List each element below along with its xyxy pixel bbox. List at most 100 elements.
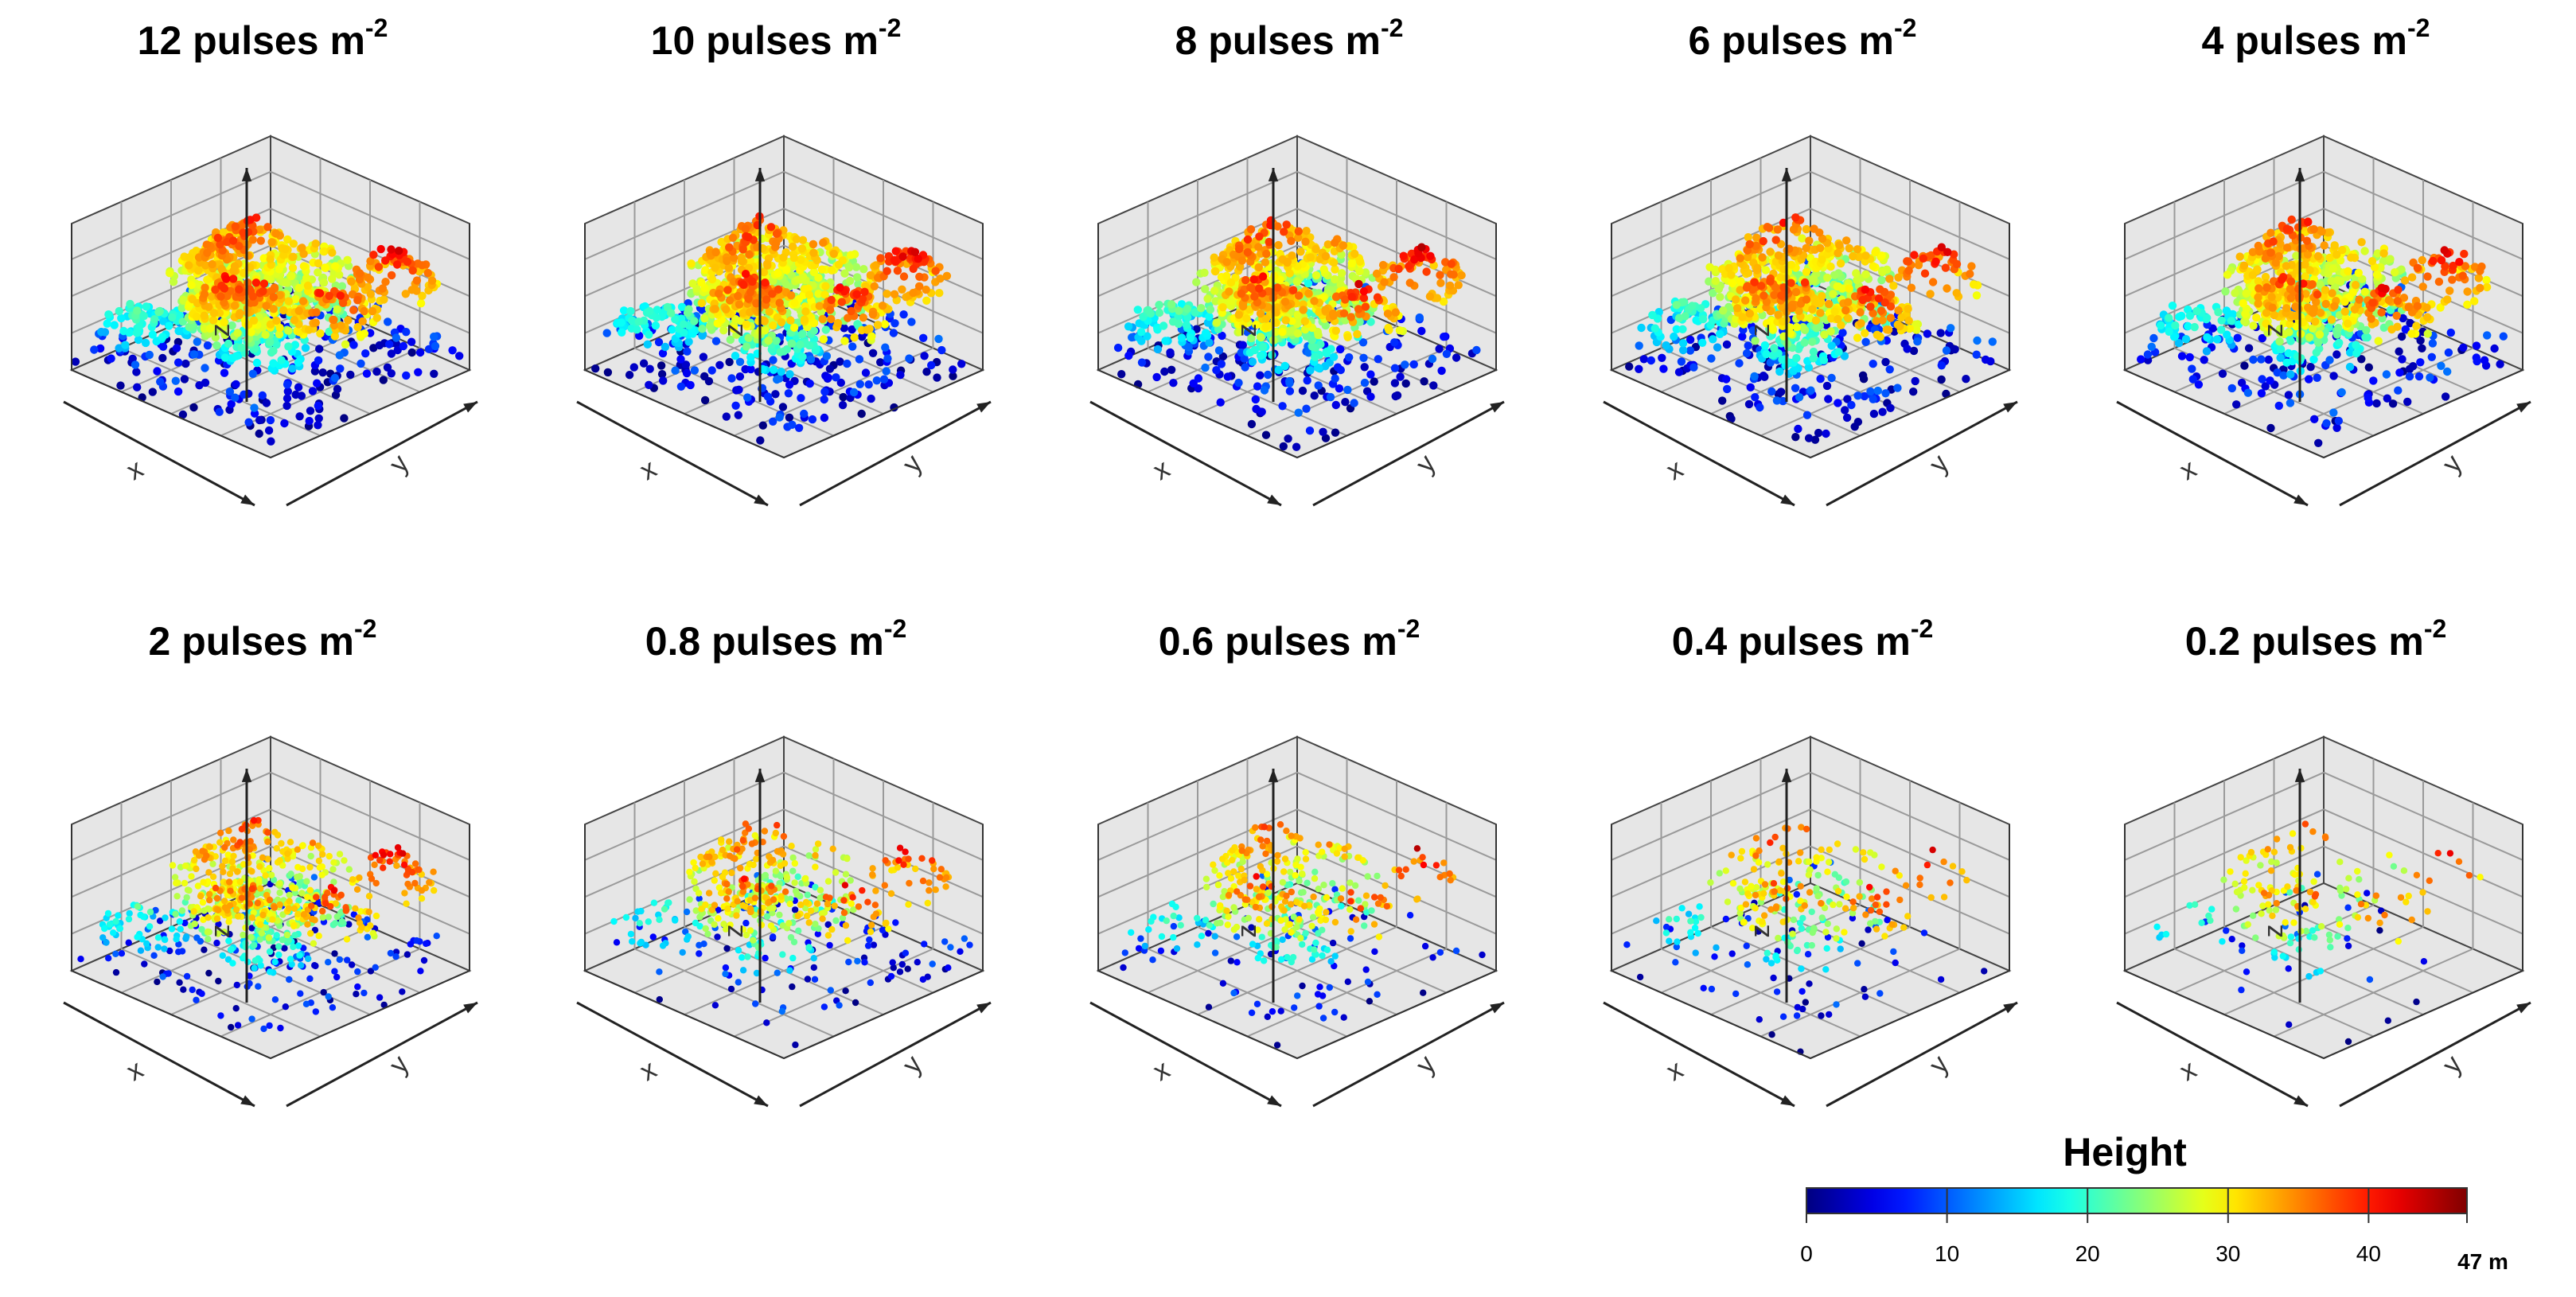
point <box>777 317 786 327</box>
point <box>289 240 298 248</box>
point <box>346 370 355 380</box>
point <box>1761 266 1771 275</box>
point <box>717 237 726 247</box>
point <box>845 276 855 286</box>
point <box>792 235 801 243</box>
point <box>341 340 350 349</box>
point <box>171 376 180 385</box>
point <box>255 415 264 425</box>
point <box>1241 363 1249 372</box>
point <box>1952 289 1961 298</box>
point <box>315 345 324 353</box>
point <box>1211 267 1220 276</box>
point <box>1341 295 1350 304</box>
point <box>1226 278 1236 287</box>
point <box>1834 249 1842 258</box>
point <box>259 286 267 296</box>
point <box>369 251 378 259</box>
point <box>827 314 836 324</box>
point <box>1840 352 1849 360</box>
point <box>1861 329 1869 337</box>
point <box>1799 323 1807 332</box>
point <box>279 306 288 315</box>
point <box>189 403 198 412</box>
point <box>1845 243 1853 253</box>
point <box>1255 232 1264 241</box>
point <box>139 312 148 321</box>
point <box>690 317 699 325</box>
point <box>95 344 105 353</box>
point <box>362 369 372 378</box>
point <box>283 394 292 403</box>
point <box>337 282 347 290</box>
point <box>1914 261 1923 270</box>
point <box>1260 386 1269 395</box>
point <box>1794 345 1803 353</box>
point <box>246 216 255 224</box>
scatter-3d-plot: zx y <box>63 134 478 507</box>
point <box>1373 293 1382 302</box>
point <box>654 337 664 347</box>
point <box>840 324 848 333</box>
point <box>935 289 944 298</box>
point <box>1265 237 1273 247</box>
point <box>1261 314 1271 323</box>
point <box>158 342 168 351</box>
point <box>1359 287 1369 296</box>
point <box>1798 234 1806 243</box>
point <box>314 259 323 268</box>
point <box>1896 321 1904 331</box>
point <box>181 359 190 368</box>
point <box>219 228 228 237</box>
point <box>1774 310 1783 319</box>
point <box>844 314 852 322</box>
point <box>303 281 313 290</box>
panel-10-pulses: 10 pulses m-2 z x y <box>521 4 1031 625</box>
point <box>1835 240 1844 250</box>
point <box>1762 298 1771 306</box>
point <box>777 368 785 376</box>
point <box>217 264 226 274</box>
point <box>855 355 864 364</box>
point <box>1770 344 1779 352</box>
point <box>1306 253 1315 262</box>
point <box>1885 365 1894 374</box>
point <box>889 329 898 337</box>
point <box>735 300 744 309</box>
point <box>1635 364 1643 373</box>
point <box>1904 316 1913 325</box>
point <box>358 317 367 325</box>
point <box>1385 325 1393 334</box>
point <box>625 371 634 380</box>
point <box>1299 306 1307 314</box>
point <box>282 278 290 287</box>
point <box>1359 353 1368 362</box>
point <box>364 273 372 282</box>
point <box>853 320 862 329</box>
point <box>244 228 253 236</box>
point <box>847 251 855 259</box>
point <box>774 269 782 278</box>
point <box>1301 237 1310 246</box>
point <box>822 352 832 360</box>
point <box>1206 305 1215 314</box>
point <box>384 317 392 326</box>
point <box>806 355 816 364</box>
point <box>1321 251 1331 261</box>
x-axis-label: x <box>635 454 662 486</box>
point <box>1909 346 1919 356</box>
point <box>1659 364 1668 373</box>
point <box>1778 355 1787 364</box>
point <box>836 357 844 366</box>
point <box>1849 251 1857 261</box>
point <box>173 387 183 396</box>
point <box>746 364 755 374</box>
point <box>1861 251 1870 260</box>
point <box>1445 281 1455 290</box>
point <box>331 262 340 271</box>
point <box>1923 329 1932 338</box>
point <box>333 305 342 314</box>
point <box>1288 286 1298 294</box>
point <box>1672 301 1681 310</box>
point <box>1304 349 1313 357</box>
